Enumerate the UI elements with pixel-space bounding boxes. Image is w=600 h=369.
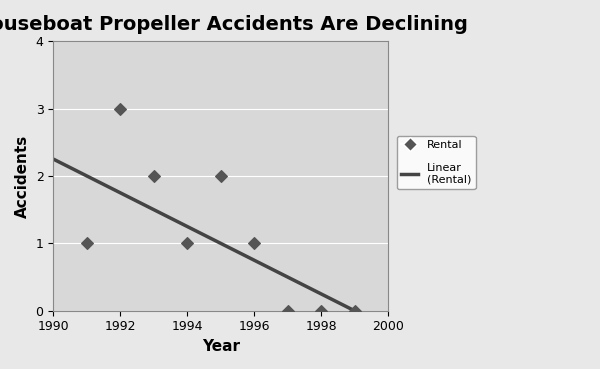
Rental (149, 173, 158, 179)
Rental (283, 308, 292, 314)
Legend: Rental, Linear
(Rental): Rental, Linear (Rental) (397, 135, 476, 189)
Rental (115, 106, 125, 111)
X-axis label: Year: Year (202, 339, 239, 354)
Rental (249, 240, 259, 246)
Rental (350, 308, 359, 314)
Y-axis label: Accidents: Accidents (15, 134, 30, 218)
Rental (82, 240, 92, 246)
Title: Houseboat Propeller Accidents Are Declining: Houseboat Propeller Accidents Are Declin… (0, 15, 467, 34)
Rental (316, 308, 326, 314)
Rental (216, 173, 226, 179)
Rental (182, 240, 192, 246)
